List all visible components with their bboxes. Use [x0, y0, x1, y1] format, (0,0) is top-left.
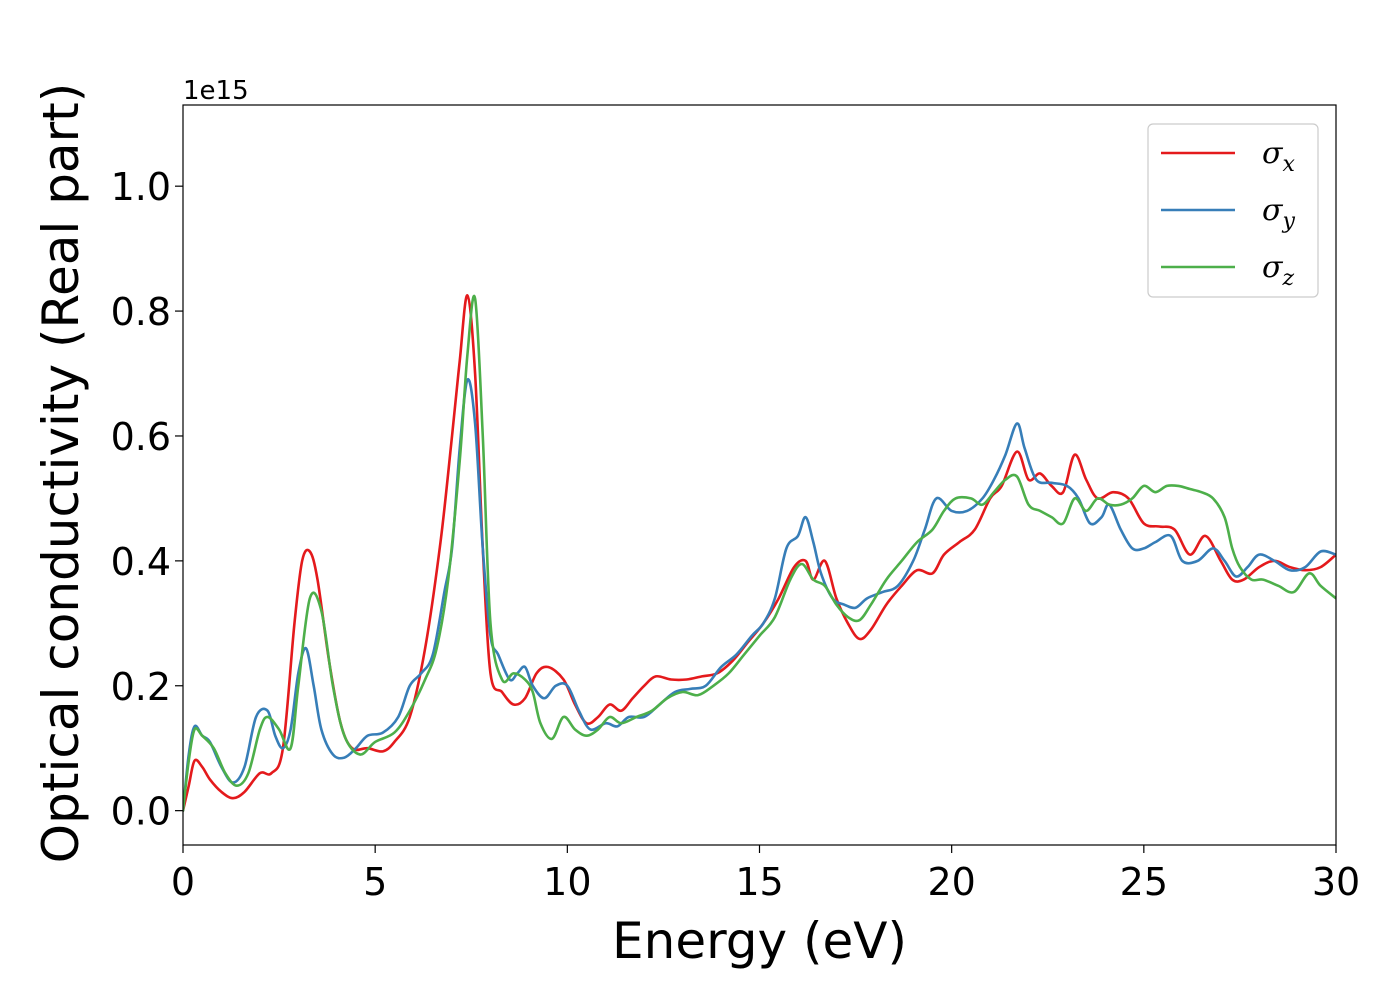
series-line-z [183, 294, 1336, 812]
x-tick-label: 20 [927, 860, 975, 904]
legend-label-z: σz [1262, 250, 1294, 291]
x-tick-label: 10 [543, 860, 591, 904]
legend-subscript: z [1281, 266, 1294, 291]
legend-subscript: x [1282, 152, 1295, 177]
y-tick-label: 1.0 [111, 165, 171, 209]
legend-symbol: σ [1262, 250, 1284, 285]
legend-label-x: σx [1262, 136, 1295, 177]
y-axis-ticks: 0.0 0.2 0.4 0.6 0.8 1.0 [111, 165, 183, 834]
legend-symbol: σ [1262, 193, 1284, 228]
y-axis-label: Optical conductivity (Real part) [32, 83, 90, 864]
y-tick-label: 0.0 [111, 790, 171, 834]
x-tick-label: 5 [363, 860, 387, 904]
y-tick-label: 0.8 [111, 290, 171, 334]
y-tick-label: 0.4 [111, 540, 171, 584]
y-tick-label: 0.6 [111, 415, 171, 459]
x-tick-label: 15 [735, 860, 783, 904]
y-offset-label: 1e15 [183, 76, 249, 106]
series-lines [183, 294, 1336, 812]
x-axis-label: Energy (eV) [612, 912, 907, 970]
x-axis-ticks: 0 5 10 15 20 25 30 [171, 845, 1360, 904]
legend-subscript: y [1281, 209, 1295, 234]
x-tick-label: 30 [1312, 860, 1360, 904]
x-tick-label: 25 [1120, 860, 1168, 904]
legend-symbol: σ [1262, 136, 1284, 171]
y-tick-label: 0.2 [111, 665, 171, 709]
x-tick-label: 0 [171, 860, 195, 904]
legend-label-y: σy [1262, 193, 1295, 234]
